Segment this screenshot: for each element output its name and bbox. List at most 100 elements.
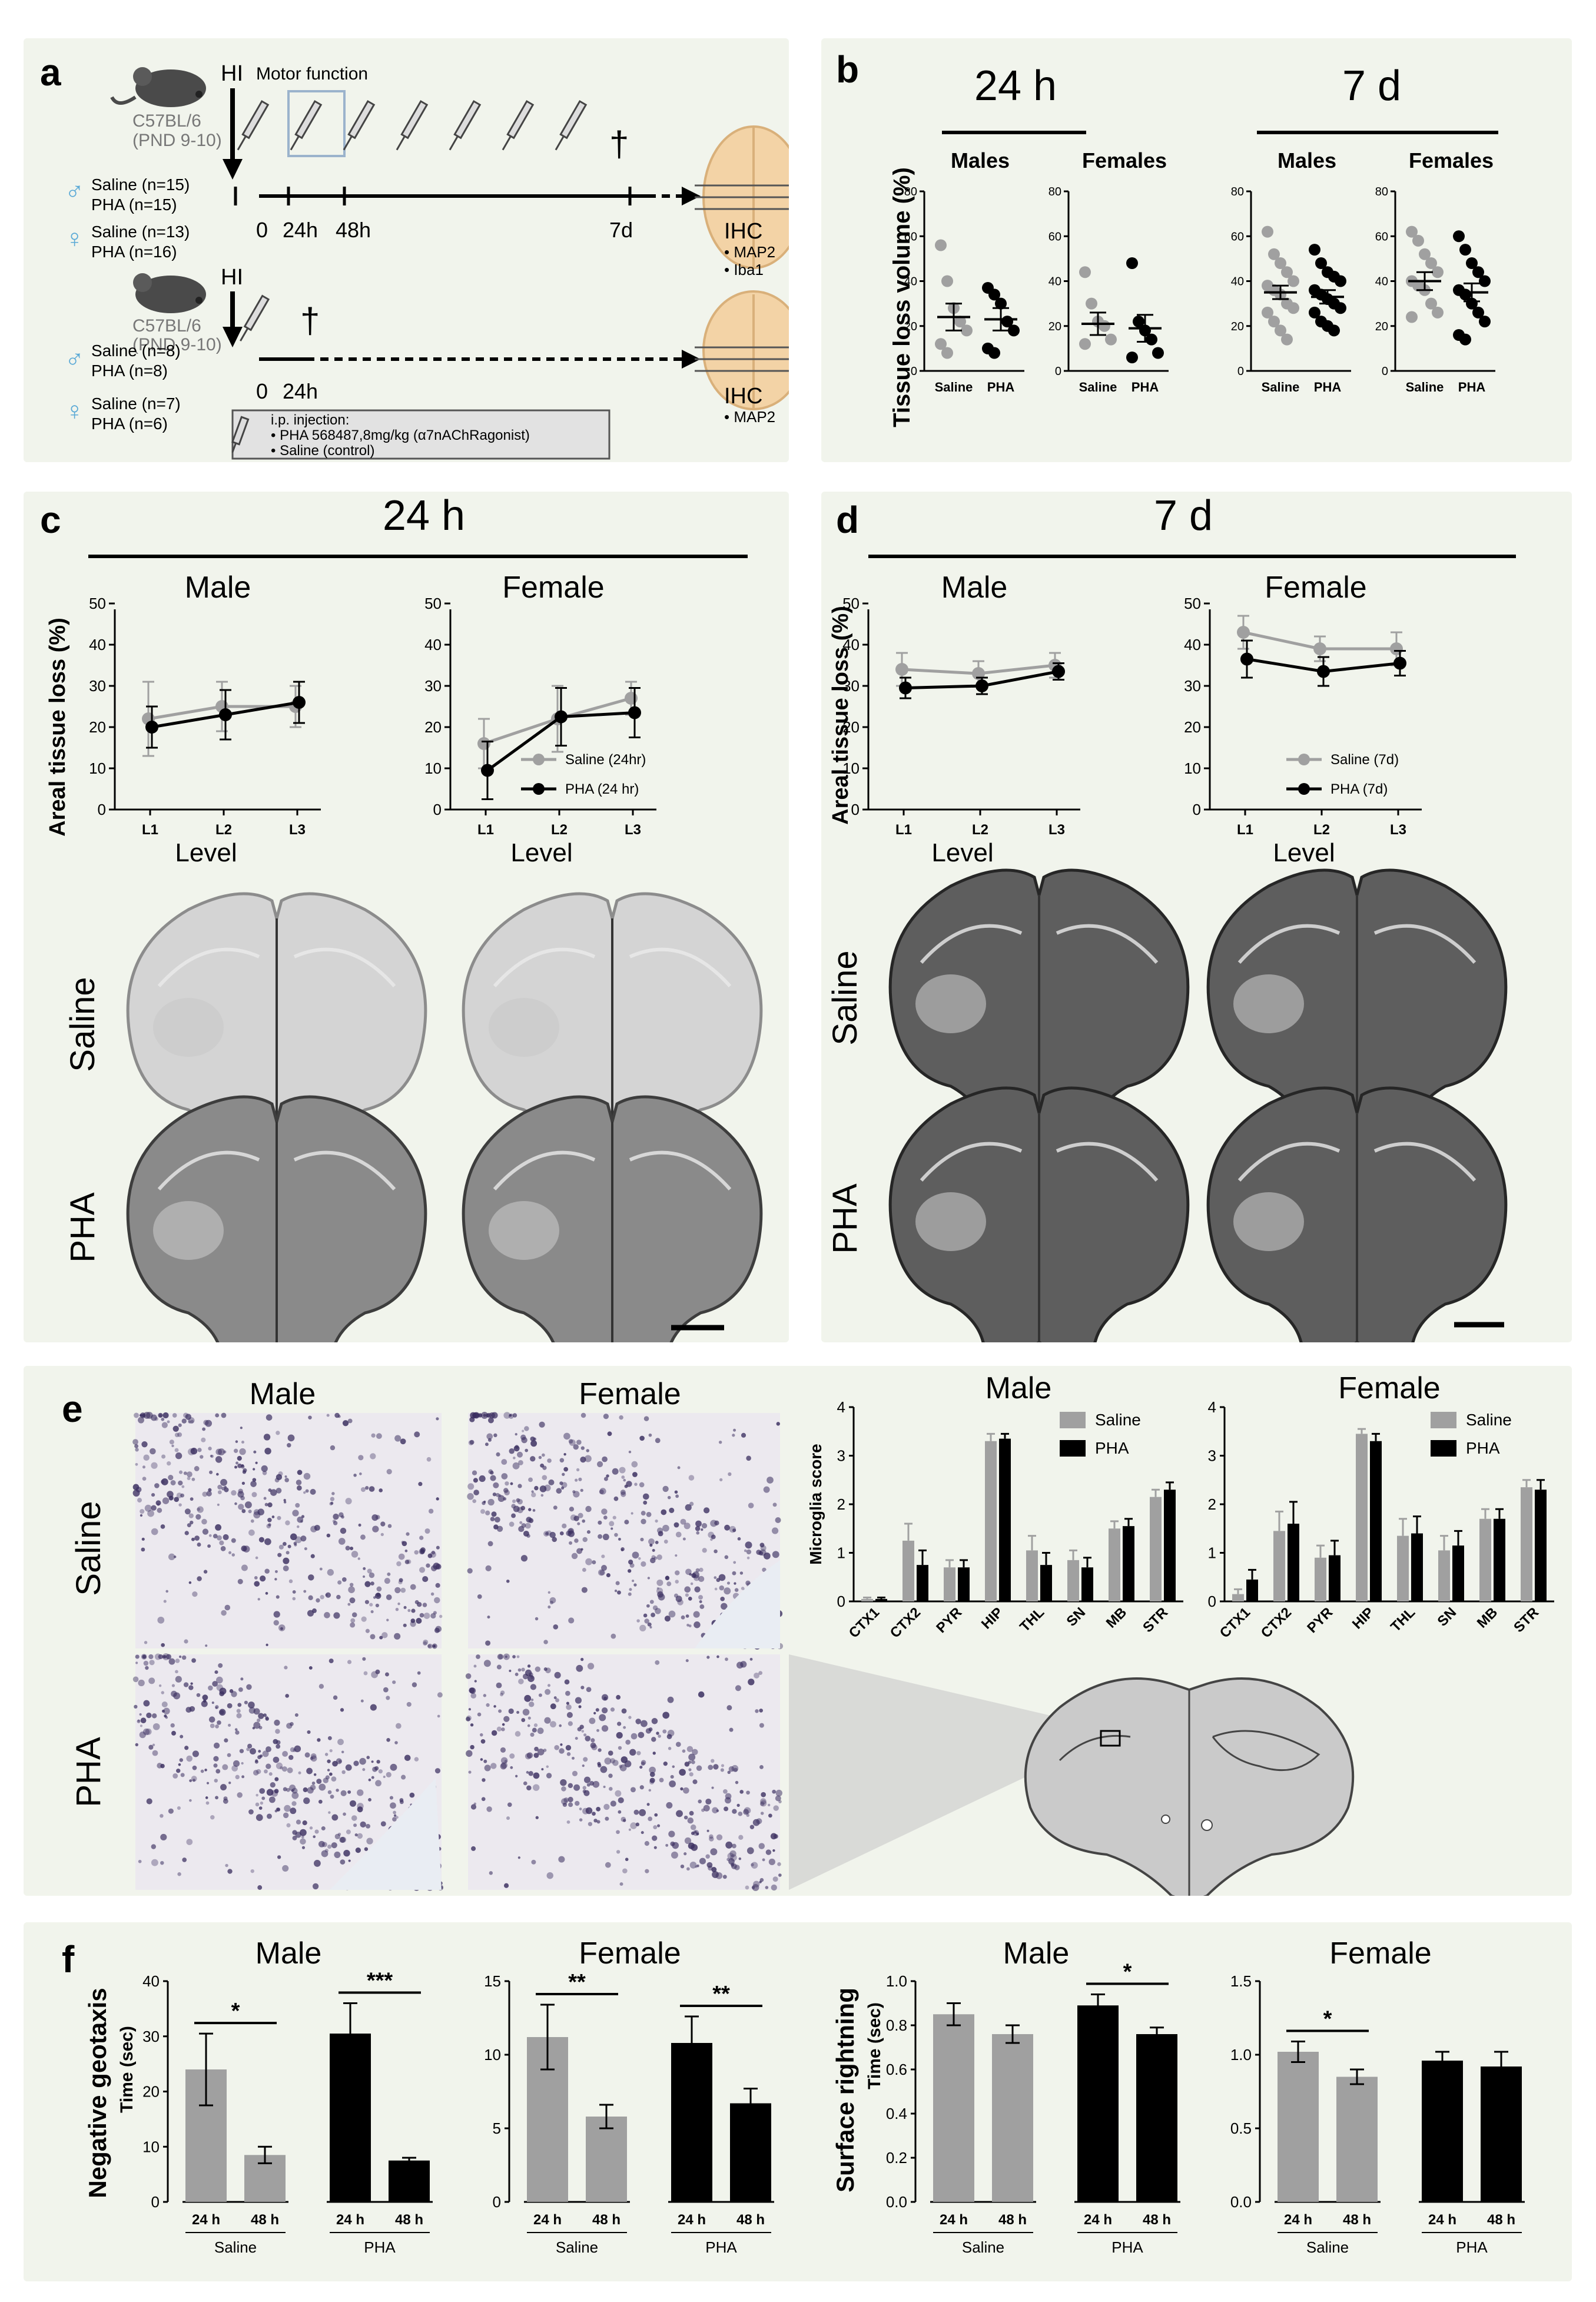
- brain-icon-top: [695, 125, 818, 269]
- microglia-cell: [639, 1809, 646, 1816]
- microglia-cell: [404, 1560, 410, 1564]
- microglia-cell: [341, 1515, 344, 1519]
- microglia-cell: [498, 1654, 504, 1660]
- e-y-tick-label: 1: [837, 1544, 845, 1562]
- microglia-cell: [303, 1797, 310, 1805]
- microglia-cell: [737, 1537, 741, 1541]
- microglia-cell: [632, 1551, 639, 1559]
- microglia-cell: [772, 1849, 775, 1852]
- line-y-tick-label: 50: [1184, 595, 1201, 612]
- f-y-tick-label: 15: [484, 1972, 501, 1990]
- line-y-tick-label: 20: [1184, 718, 1201, 736]
- microglia-cell: [192, 1448, 195, 1451]
- microglia-cell: [580, 1457, 586, 1463]
- b-x-tick-label: Saline: [935, 380, 973, 394]
- microglia-cell: [653, 1846, 657, 1849]
- microglia-cell: [658, 1734, 661, 1738]
- b-y-tick-label: 0: [1382, 365, 1388, 378]
- microglia-cell: [507, 1802, 512, 1807]
- microglia-cell: [402, 1541, 407, 1547]
- microglia-cell: [662, 1711, 670, 1719]
- e-y-tick-label: 4: [837, 1398, 845, 1416]
- line-point: [1393, 656, 1406, 670]
- microglia-cell: [228, 1723, 231, 1727]
- microglia-cell: [656, 1732, 659, 1735]
- microglia-cell: [735, 1780, 739, 1784]
- microglia-cell: [537, 1727, 544, 1734]
- microglia-cell: [286, 1823, 291, 1827]
- microglia-cell: [500, 1693, 503, 1697]
- line-y-tick-label: 40: [842, 636, 860, 654]
- microglia-cell: [772, 1876, 778, 1882]
- microglia-cell: [670, 1841, 675, 1846]
- microglia-cell: [419, 1535, 424, 1540]
- microglia-cell: [290, 1807, 297, 1815]
- microglia-cell: [571, 1553, 578, 1560]
- e-x-tick-label: THL: [1388, 1604, 1418, 1635]
- microglia-cell: [235, 1461, 238, 1465]
- microglia-cell: [577, 1727, 582, 1732]
- microglia-cell: [303, 1590, 307, 1593]
- microglia-cell: [353, 1474, 357, 1477]
- microglia-cell: [727, 1770, 731, 1774]
- dagger-top: †: [609, 124, 629, 164]
- microglia-cell: [528, 1701, 535, 1707]
- microglia-cell: [465, 1673, 472, 1679]
- microglia-cell: [213, 1763, 218, 1768]
- microglia-cell: [566, 1820, 570, 1824]
- microglia-cell: [250, 1481, 257, 1487]
- panel-a: a C57BL/6 (PND 9-10) HI Motor function †…: [24, 38, 818, 462]
- microglia-cell: [669, 1780, 676, 1787]
- microglia-cell: [545, 1532, 549, 1535]
- microglia-cell: [258, 1806, 263, 1810]
- f-ylabel-time-2: Time (sec): [865, 2002, 884, 2089]
- microglia-cell: [161, 1417, 165, 1421]
- microglia-cell: [386, 1618, 389, 1621]
- microglia-cell: [487, 1616, 490, 1619]
- microglia-cell: [503, 1883, 509, 1888]
- microglia-cell: [644, 1618, 649, 1624]
- f-group-label: PHA: [1111, 2238, 1143, 2256]
- microglia-cell: [334, 1851, 341, 1858]
- b-data-point: [1079, 266, 1091, 278]
- microglia-cell: [283, 1812, 289, 1819]
- line-y-tick-label: 40: [1184, 636, 1201, 654]
- microglia-cell: [618, 1797, 624, 1803]
- b-data-point: [1419, 248, 1431, 260]
- microglia-cell: [325, 1775, 330, 1780]
- microglia-cell: [240, 1677, 244, 1681]
- e-x-tick-label: CTX1: [1217, 1604, 1253, 1641]
- e-bar: [985, 1441, 997, 1601]
- microglia-cell: [167, 1461, 171, 1466]
- microglia-cell: [135, 1743, 138, 1747]
- panel-c-label: c: [40, 499, 61, 541]
- microglia-cell: [525, 1448, 529, 1452]
- microglia-cell: [243, 1545, 250, 1553]
- microglia-cell: [473, 1490, 479, 1495]
- microglia-cell: [491, 1730, 497, 1736]
- microglia-cell: [778, 1873, 782, 1877]
- microglia-cell: [553, 1624, 559, 1630]
- panel-e: e Male Female Saline PHA Male 0 1 2 3 4 Microg…: [24, 1366, 1572, 1903]
- microglia-cell: [588, 1822, 593, 1826]
- b-data-point: [1152, 347, 1164, 359]
- microglia-cell: [286, 1551, 290, 1555]
- microglia-cell: [667, 1729, 675, 1737]
- b-x-tick-label: Saline: [1406, 380, 1444, 394]
- microglia-cell: [358, 1523, 361, 1527]
- microglia-cell: [316, 1598, 320, 1603]
- microglia-cell: [662, 1729, 667, 1734]
- microglia-cell: [277, 1553, 282, 1557]
- e-x-tick-label: HIP: [1349, 1604, 1377, 1632]
- microglia-cell: [214, 1670, 218, 1674]
- microglia-cell: [579, 1807, 582, 1810]
- microglia-cell: [406, 1532, 410, 1536]
- microglia-cell: [347, 1660, 352, 1664]
- microglia-cell: [675, 1570, 680, 1575]
- microglia-cell: [522, 1429, 525, 1432]
- microglia-cell: [773, 1834, 778, 1839]
- microglia-cell: [561, 1486, 565, 1490]
- line-x-tick-label: L2: [1313, 822, 1330, 838]
- d-brain-sections: [888, 868, 1508, 1358]
